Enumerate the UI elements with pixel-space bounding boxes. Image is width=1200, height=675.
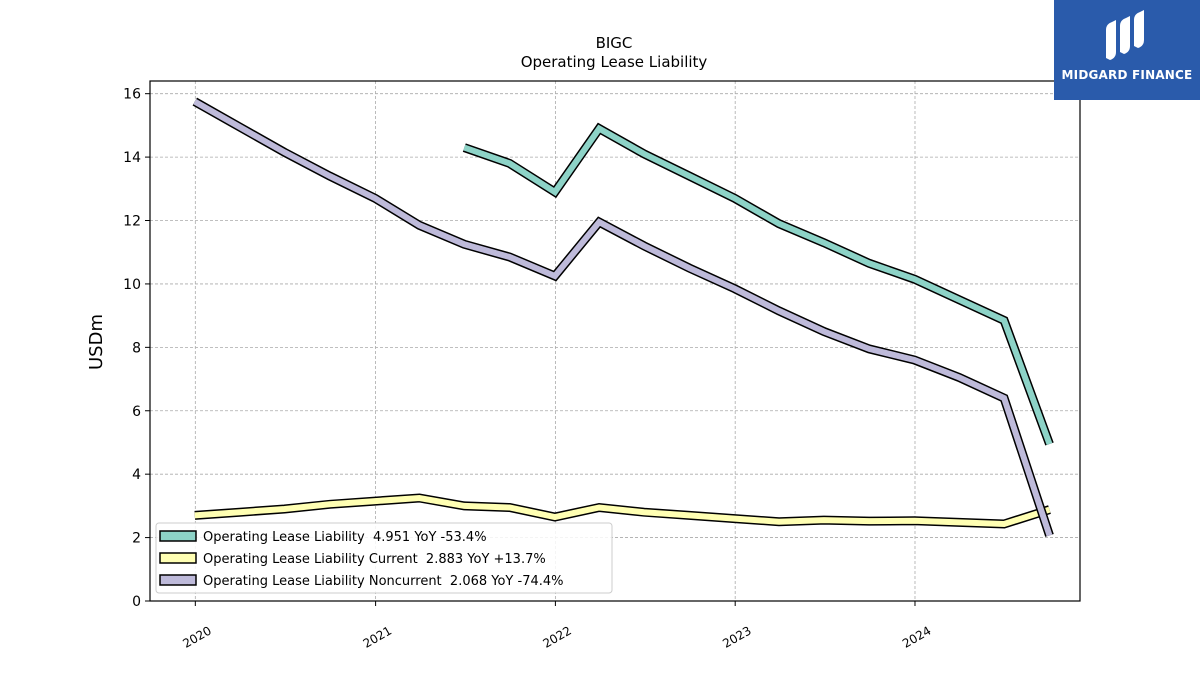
legend-item-noncurrent: Operating Lease Liability Noncurrent 2.0… — [159, 574, 564, 589]
x-tick-label: 2020 — [180, 623, 213, 650]
legend-label-current: Operating Lease Liability Current 2.883 … — [203, 552, 546, 567]
y-tick-label: 8 — [132, 340, 141, 356]
legend-swatch-total — [159, 530, 197, 542]
series-line-1 — [194, 493, 1051, 529]
y-tick-label: 10 — [123, 277, 141, 293]
series-line-outline — [192, 97, 1054, 537]
series-line-outline — [462, 122, 1054, 446]
y-tick-label: 4 — [132, 467, 141, 483]
y-tick-label: 6 — [132, 404, 141, 420]
legend-item-current: Operating Lease Liability Current 2.883 … — [159, 552, 546, 567]
series-line-fill — [193, 98, 1053, 537]
brand-logo: MIDGARD FINANCE — [1054, 0, 1200, 100]
series-line-2 — [192, 97, 1054, 537]
series-line-fill — [194, 494, 1051, 528]
chart-title: BIGC — [596, 34, 633, 52]
y-tick-label: 16 — [123, 87, 141, 103]
x-tick-label: 2021 — [361, 623, 394, 650]
series-lines — [192, 97, 1054, 537]
legend-swatch-noncurrent — [159, 574, 197, 586]
logo-text: MIDGARD FINANCE — [1061, 68, 1193, 82]
series-line-0 — [462, 122, 1054, 446]
x-axis-ticks: 2020 2021 2022 2023 2024 — [180, 601, 933, 651]
x-tick-label: 2022 — [540, 623, 573, 650]
chart-subtitle: Operating Lease Liability — [521, 53, 708, 71]
legend-label-total: Operating Lease Liability 4.951 YoY -53.… — [203, 530, 487, 545]
y-axis-ticks: 0 2 4 6 8 10 12 14 16 — [123, 87, 150, 610]
plot-frame — [149, 80, 1081, 602]
y-axis-label: USDm — [86, 314, 107, 370]
legend-swatch-current — [159, 552, 197, 564]
y-tick-label: 14 — [123, 150, 141, 166]
legend-item-total: Operating Lease Liability 4.951 YoY -53.… — [159, 530, 487, 545]
legend-box — [155, 522, 613, 594]
series-line-fill — [463, 124, 1053, 446]
x-tick-label: 2023 — [720, 623, 753, 650]
legend: Operating Lease Liability 4.951 YoY -53.… — [155, 522, 613, 594]
y-tick-label: 12 — [123, 214, 141, 230]
legend-label-noncurrent: Operating Lease Liability Noncurrent 2.0… — [203, 574, 564, 589]
logo-mark-icon — [1106, 10, 1144, 60]
y-tick-label: 2 — [132, 531, 141, 547]
x-tick-label: 2024 — [900, 623, 933, 650]
y-tick-label: 0 — [132, 594, 141, 610]
